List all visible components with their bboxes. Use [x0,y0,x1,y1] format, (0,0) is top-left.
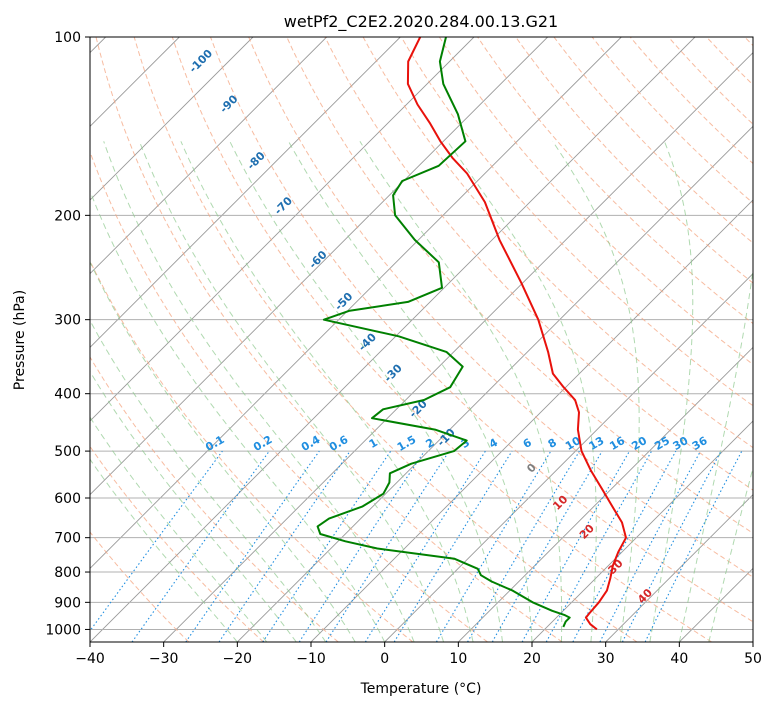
x-tick-label: 20 [523,651,541,667]
x-axis-ticks: −40 −30 −20 −10 0 10 20 30 40 50 [75,642,762,667]
plot-frame [89,36,754,643]
x-tick-label: −20 [223,651,253,667]
isotherm-line [605,494,753,642]
y-tick-label: 600 [54,491,81,507]
y-tick-label: 400 [54,387,81,403]
moist-adiabat-line [90,319,327,642]
isotherm-line [163,52,753,642]
moist-adiabat-line [288,141,533,642]
isotherm-line [90,37,327,275]
moist-adiabat-line [103,141,415,642]
moist-adiabat-line [90,370,297,642]
mixing-ratio-line [644,450,743,642]
moist-adiabat-line [649,141,694,642]
y-tick-label: 800 [54,565,81,581]
y-tick-label: 500 [54,444,81,460]
y-tick-label: 100 [54,30,81,46]
isotherm-line [90,37,401,348]
moist-adiabat-line [90,260,356,642]
moist-adiabat-line [138,141,445,642]
moist-adiabat-line [678,265,753,642]
moist-adiabat-line [90,416,268,642]
x-tick-label: 0 [380,651,389,667]
isotherm-line [90,37,696,642]
dry-adiabat-line [248,37,753,578]
moist-adiabat-line [552,141,640,642]
dewpoint-line [316,37,571,628]
y-tick-label: 300 [54,313,81,329]
isotherm-line [90,37,475,422]
isotherm-line [384,273,753,642]
moist-adiabat-line [180,141,474,642]
y-tick-label: 1000 [45,622,81,638]
isotherm-lines [90,37,753,642]
dry-adiabat-line [95,37,563,642]
dry-adiabat-lines [90,37,753,642]
mixing-ratio-line [262,450,392,642]
x-tick-label: 30 [597,651,615,667]
dry-adiabat-line [515,37,753,284]
y-tick-label: 200 [54,208,81,224]
x-tick-label: −30 [149,651,179,667]
x-tick-label: 40 [670,651,688,667]
x-tick-label: −40 [75,651,105,667]
pressure-grid-lines [90,37,753,630]
mixing-ratio-line [131,450,270,642]
dry-adiabat-line [324,37,753,491]
dry-adiabat-line [90,531,190,642]
chart-title: wetPf2_C2E2.2020.284.00.13.G21 [284,12,558,32]
x-tick-label: −10 [296,651,326,667]
moist-adiabat-line [90,458,238,642]
temperature-line [406,37,627,631]
moist-adiabat-line [90,189,386,642]
mixing-ratio-line [298,450,425,642]
dry-adiabat-line [90,445,264,642]
y-axis-title: Pressure (hPa) [12,290,28,390]
moist-adiabat-line [359,141,563,642]
y-tick-label: 900 [54,595,81,611]
mixing-ratio-line [393,450,513,642]
dry-adiabat-line [90,356,339,642]
y-tick-label: 700 [54,531,81,547]
sounding-series [316,37,627,631]
dry-adiabat-line [400,37,753,407]
plot-area: -100-90-80-70-60-50-40-30-20-10010203040… [90,37,753,642]
mixing-ratio-line [545,450,653,642]
dry-adiabat-line [171,37,712,642]
dry-adiabat-line [90,150,488,642]
dry-adiabat-line [438,37,753,366]
dry-adiabat-line [90,259,414,642]
x-tick-label: 50 [744,651,762,667]
dry-adiabat-line [133,37,638,642]
isotherm-line [531,420,753,642]
x-axis-title: Temperature (°C) [360,681,482,697]
mixing-ratio-line [90,450,223,632]
mixing-ratio-line [325,450,450,642]
isotherm-line [237,125,753,642]
mixing-ratio-line [218,450,351,642]
moist-adiabat-line [229,141,503,642]
isotherm-line [90,37,548,496]
y-axis-ticks: 100 200 300 400 500 600 700 800 900 1000 [45,30,90,638]
moist-adiabat-lines [90,141,753,642]
isotherm-line [90,37,622,569]
moist-adiabat-line [447,141,597,642]
moist-adiabat-line [708,466,753,642]
mixing-ratio-line [185,450,320,642]
isotherm-line [90,37,254,201]
x-tick-label: 10 [449,651,467,667]
dry-adiabat-line [210,37,753,623]
